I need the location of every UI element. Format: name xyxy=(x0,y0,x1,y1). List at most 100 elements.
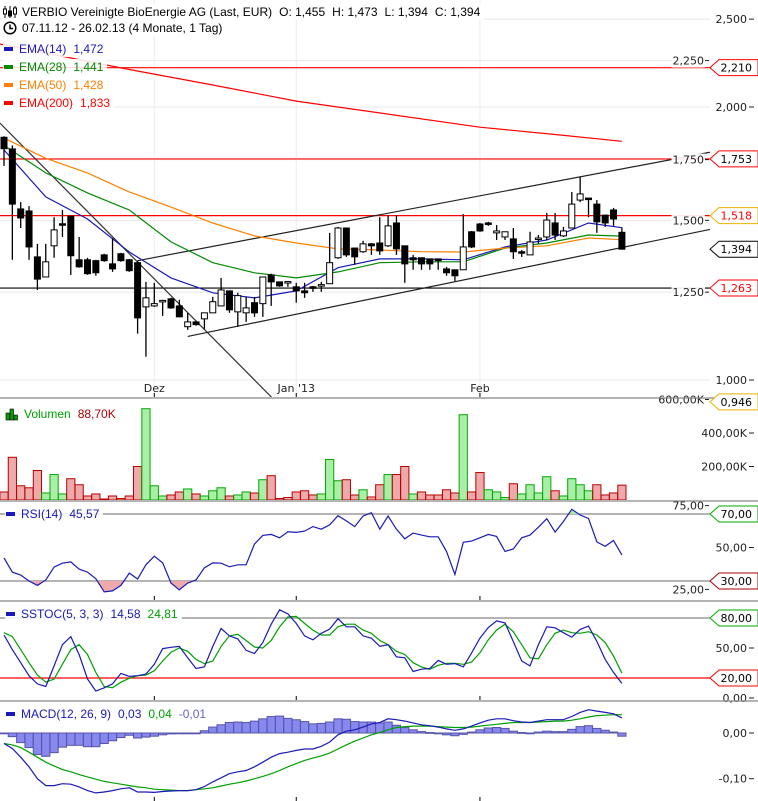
candle[interactable] xyxy=(125,258,133,272)
volume-bar[interactable] xyxy=(450,492,460,500)
candle[interactable] xyxy=(8,145,16,260)
candle[interactable] xyxy=(150,282,158,307)
macd-histogram-bar[interactable] xyxy=(600,729,610,734)
volume-bar[interactable] xyxy=(124,495,134,500)
candle[interactable] xyxy=(543,213,551,240)
macd-histogram-bar[interactable] xyxy=(517,732,527,734)
macd-histogram-bar[interactable] xyxy=(592,727,602,734)
candle[interactable] xyxy=(134,260,142,334)
volume-bar[interactable] xyxy=(333,480,343,500)
candle[interactable] xyxy=(142,281,150,357)
candle[interactable] xyxy=(568,191,576,229)
volume-bar[interactable] xyxy=(216,487,226,500)
candle[interactable] xyxy=(225,290,233,313)
volume-bar[interactable] xyxy=(107,495,118,500)
macd-histogram-bar[interactable] xyxy=(608,731,619,734)
volume-bar[interactable] xyxy=(400,466,410,501)
volume-bar[interactable] xyxy=(82,495,93,500)
candle[interactable] xyxy=(443,266,451,276)
candle[interactable] xyxy=(75,236,83,268)
candle[interactable] xyxy=(175,299,183,318)
volume-bar[interactable] xyxy=(32,470,42,500)
macd-histogram-bar[interactable] xyxy=(483,727,493,734)
candle[interactable] xyxy=(317,281,325,292)
candle[interactable] xyxy=(276,281,284,287)
candle[interactable] xyxy=(484,221,492,226)
candle[interactable] xyxy=(392,215,400,255)
rsi-legend[interactable]: RSI(14) 45,57 xyxy=(5,506,104,522)
macd-histogram-bar[interactable] xyxy=(575,726,585,734)
candle[interactable] xyxy=(259,276,267,317)
macd-histogram-bar[interactable] xyxy=(441,732,452,736)
volume-bar[interactable] xyxy=(617,484,627,500)
candle[interactable] xyxy=(359,240,367,253)
macd-histogram-bar[interactable] xyxy=(291,719,301,734)
candle[interactable] xyxy=(242,296,250,322)
volume-bar[interactable] xyxy=(0,491,9,500)
volume-bar[interactable] xyxy=(492,491,502,500)
macd-histogram-bar[interactable] xyxy=(266,716,276,734)
volume-bar[interactable] xyxy=(208,490,218,500)
candle[interactable] xyxy=(468,230,476,249)
candle[interactable] xyxy=(434,258,442,270)
candle[interactable] xyxy=(576,176,584,203)
macd-histogram-bar[interactable] xyxy=(191,732,201,735)
volume-bar[interactable] xyxy=(41,492,51,500)
volume-bar[interactable] xyxy=(308,494,318,500)
macd-histogram-bar[interactable] xyxy=(433,732,443,735)
macd-histogram-bar[interactable] xyxy=(74,732,84,746)
candle[interactable] xyxy=(92,259,100,276)
candle[interactable] xyxy=(192,320,200,326)
volume-bar[interactable] xyxy=(274,497,285,500)
candle[interactable] xyxy=(267,273,275,306)
macd-histogram-bar[interactable] xyxy=(283,717,293,734)
macd-histogram-bar[interactable] xyxy=(425,732,435,734)
candle[interactable] xyxy=(84,257,91,275)
macd-legend[interactable]: MACD(12, 26, 9) 0,03 0,04 -0,01 xyxy=(5,706,211,722)
volume-bar[interactable] xyxy=(99,498,109,500)
macd-histogram-bar[interactable] xyxy=(158,732,168,736)
candle[interactable] xyxy=(351,247,359,265)
legend-ema14[interactable]: EMA(14) 1,472 xyxy=(3,41,108,57)
volume-bar[interactable] xyxy=(483,489,493,500)
candle[interactable] xyxy=(326,232,334,285)
macd-histogram-bar[interactable] xyxy=(41,732,51,757)
volume-bar[interactable] xyxy=(149,485,159,500)
macd-histogram-bar[interactable] xyxy=(57,732,68,748)
macd-histogram-bar[interactable] xyxy=(458,732,468,735)
macd-histogram-bar[interactable] xyxy=(216,724,226,734)
volume-bar[interactable] xyxy=(249,492,260,500)
macd-histogram-bar[interactable] xyxy=(416,731,427,734)
volume-bar[interactable] xyxy=(49,474,59,500)
macd-histogram-bar[interactable] xyxy=(550,731,560,734)
candle[interactable] xyxy=(426,258,434,270)
macd-histogram-bar[interactable] xyxy=(492,727,502,734)
volume-bar[interactable] xyxy=(525,484,535,500)
volume-bar[interactable] xyxy=(550,490,560,500)
candle[interactable] xyxy=(217,277,225,307)
volume-bar[interactable] xyxy=(583,490,594,500)
macd-histogram-bar[interactable] xyxy=(508,730,518,734)
volume-bar[interactable] xyxy=(558,495,569,500)
volume-bar[interactable] xyxy=(500,496,510,500)
candle[interactable] xyxy=(384,215,392,247)
macd-histogram-bar[interactable] xyxy=(316,722,326,734)
volume-bar[interactable] xyxy=(567,478,577,500)
candle[interactable] xyxy=(334,226,342,259)
volume-bar[interactable] xyxy=(475,472,485,500)
volume-bar[interactable] xyxy=(350,494,360,500)
volume-bar[interactable] xyxy=(233,494,243,500)
macd-histogram-bar[interactable] xyxy=(325,721,335,734)
volume-bar[interactable] xyxy=(316,493,326,500)
volume-bar[interactable] xyxy=(508,483,518,500)
candle[interactable] xyxy=(610,207,618,226)
candle[interactable] xyxy=(209,296,217,314)
volume-bar[interactable] xyxy=(408,493,418,500)
volume-bar[interactable] xyxy=(191,493,201,500)
macd-histogram-bar[interactable] xyxy=(174,732,184,735)
macd-histogram-bar[interactable] xyxy=(350,721,360,734)
candle[interactable] xyxy=(551,213,559,240)
volume-bar[interactable] xyxy=(199,495,210,500)
legend-ema200[interactable]: EMA(200) 1,833 xyxy=(3,95,115,111)
candle[interactable] xyxy=(167,297,175,309)
